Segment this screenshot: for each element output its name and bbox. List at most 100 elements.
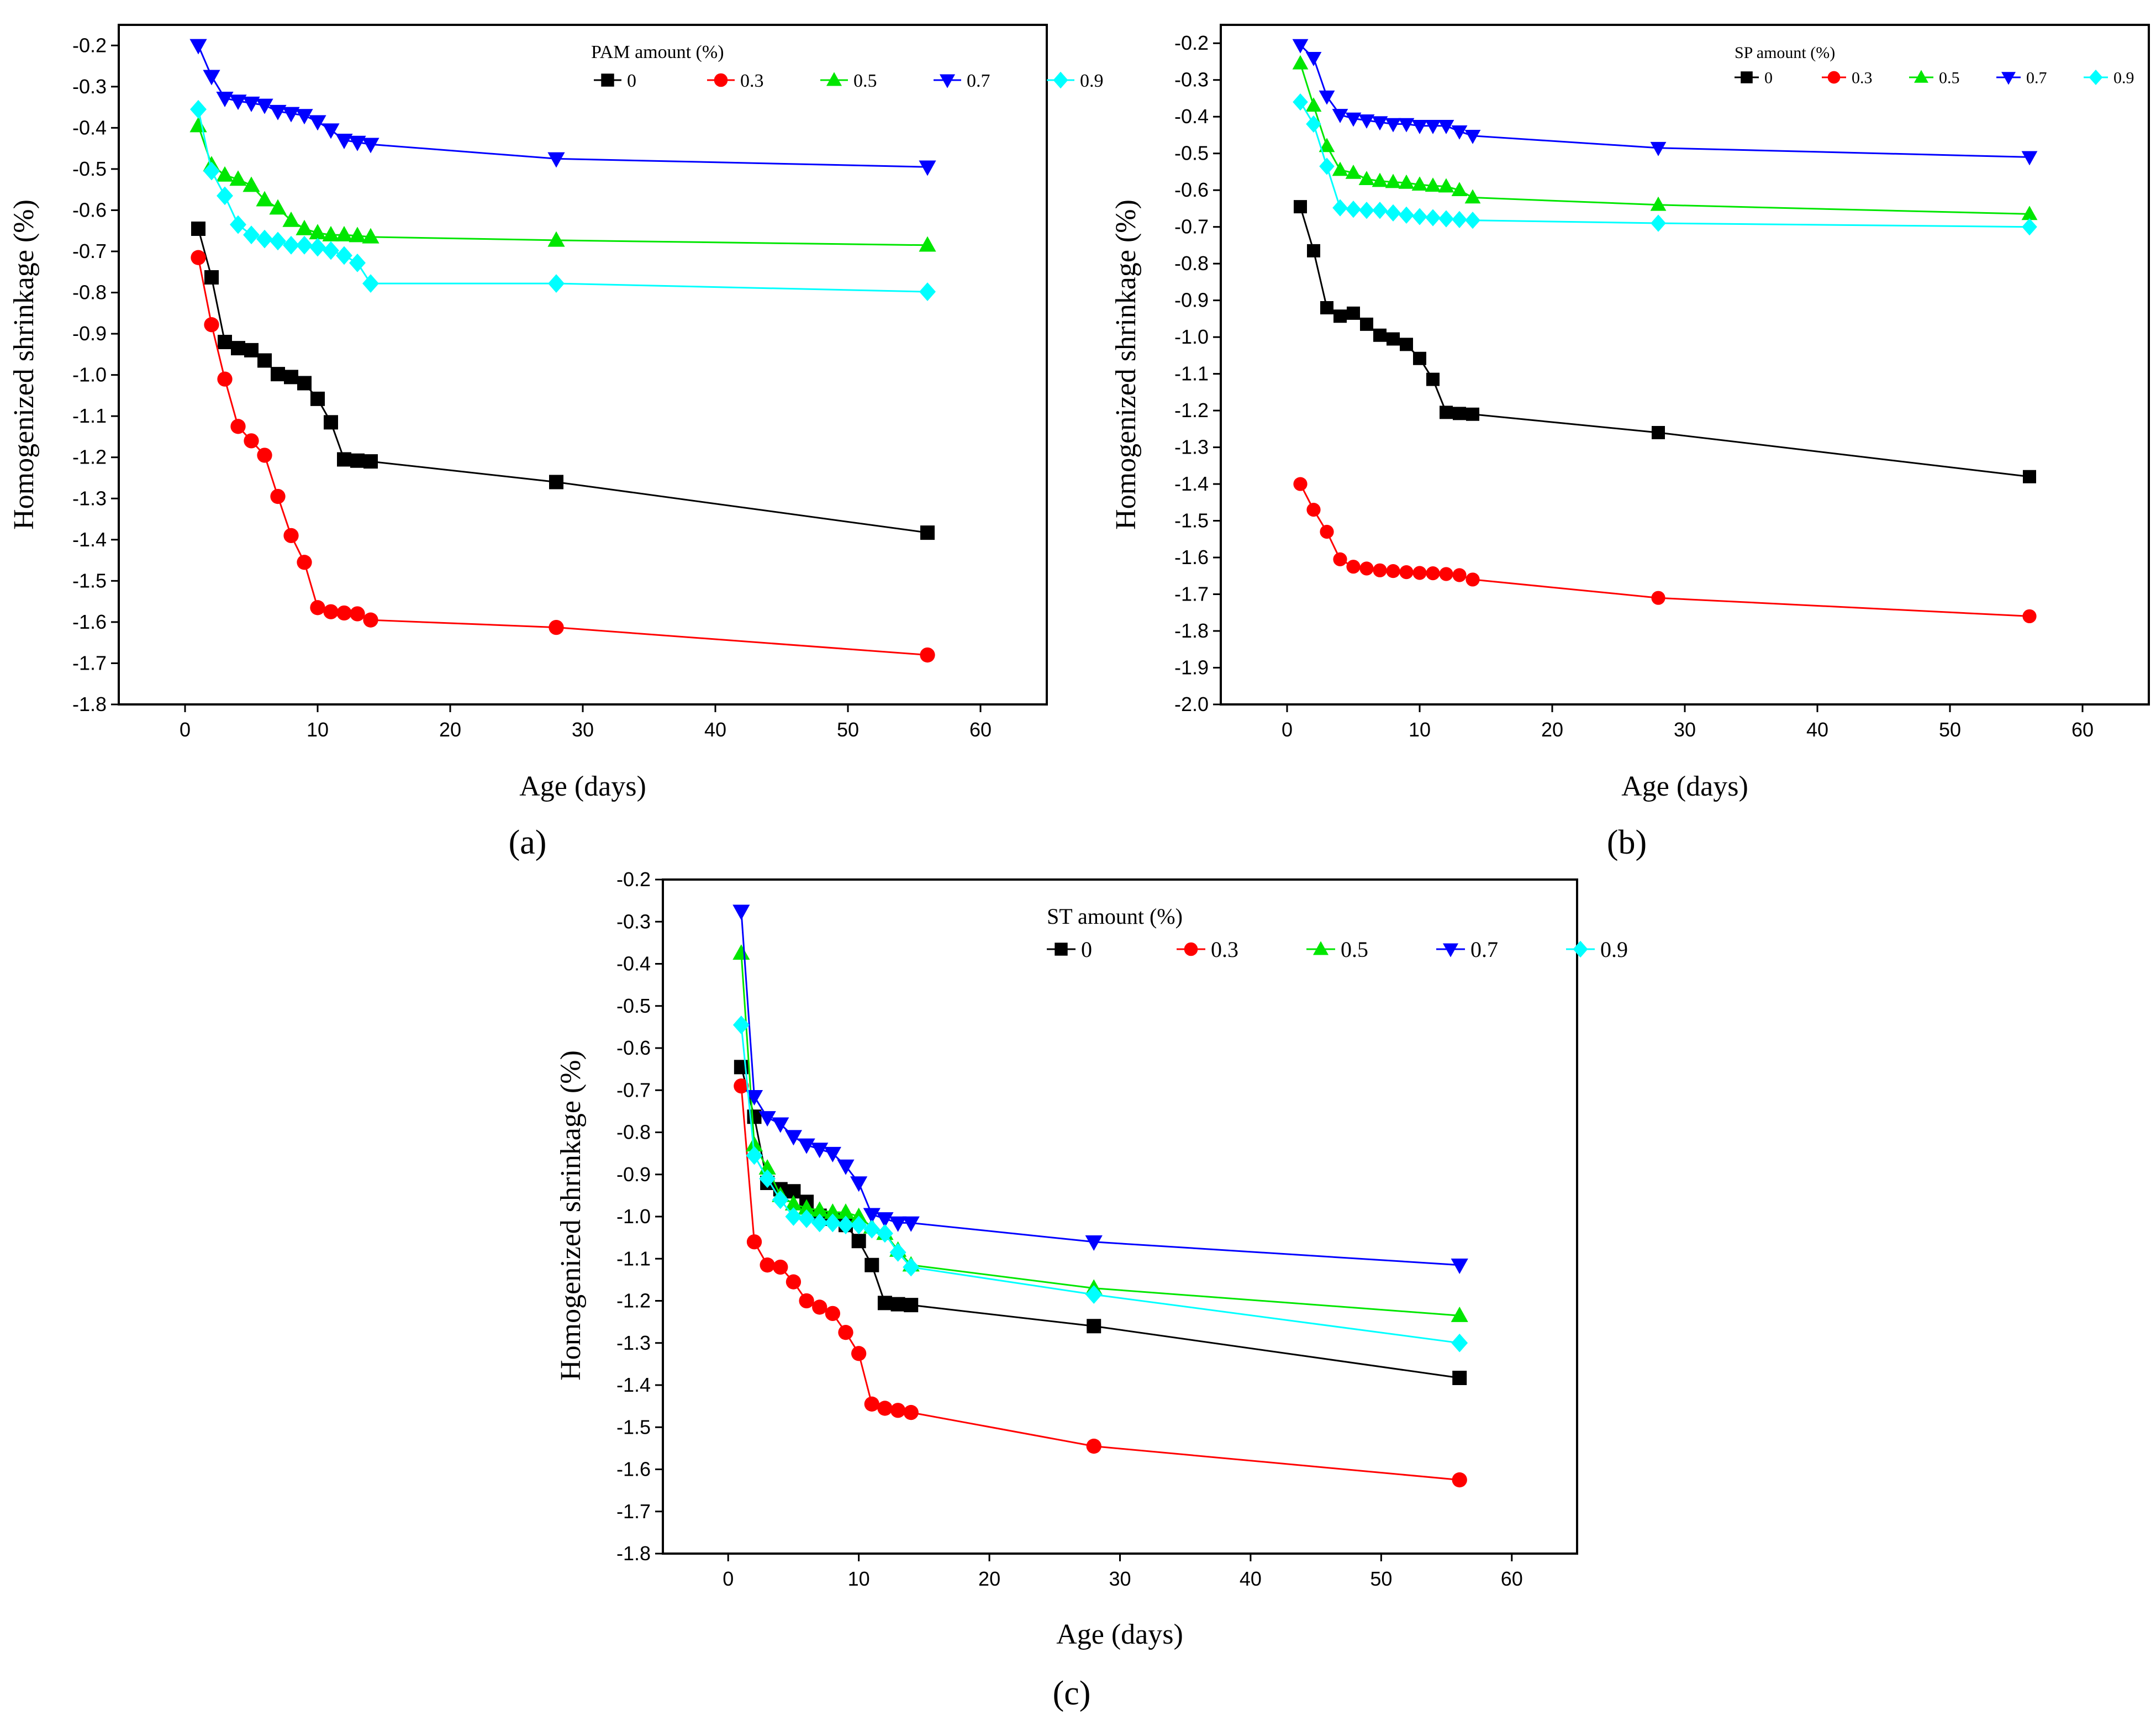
data-point — [257, 353, 272, 368]
data-point — [919, 236, 936, 252]
series-0-5 — [189, 117, 936, 252]
data-point — [1439, 567, 1453, 581]
data-point — [283, 528, 299, 544]
legend-title: ST amount (%) — [1047, 904, 1183, 929]
data-point — [850, 1207, 868, 1223]
data-point — [297, 376, 312, 391]
data-point — [2021, 151, 2038, 166]
data-point — [876, 1224, 893, 1243]
data-point — [772, 1190, 789, 1209]
legend-marker — [601, 73, 614, 87]
data-point — [851, 1234, 866, 1249]
legend-marker — [1914, 70, 1928, 83]
legend-label: 0.7 — [1470, 937, 1498, 962]
x-tick-label: 20 — [439, 718, 461, 741]
data-point — [919, 282, 936, 301]
x-tick-label: 0 — [723, 1567, 734, 1590]
x-axis-label: Age (days) — [1621, 771, 1748, 802]
data-point — [270, 488, 286, 504]
data-point — [203, 70, 220, 86]
data-point — [1387, 332, 1400, 346]
y-tick-label: -1.4 — [1174, 472, 1209, 495]
chart-panel-c: 0 10 20 30 40 50 60 -0.2-0.3-0.4-0.5-0.6-0.7-0… — [555, 868, 1628, 1712]
legend-marker — [826, 72, 842, 86]
data-point — [1412, 208, 1427, 225]
x-axis-label: Age (days) — [519, 771, 646, 802]
data-point — [919, 160, 936, 176]
data-point — [1372, 116, 1388, 131]
data-point — [1399, 565, 1414, 580]
data-point — [773, 1259, 788, 1275]
legend-item: 0.7 — [934, 71, 990, 91]
y-tick-label: -0.6 — [72, 198, 107, 221]
data-point — [230, 419, 246, 434]
y-tick-label: -1.3 — [1174, 436, 1209, 459]
legend-label: 0.9 — [1080, 71, 1104, 91]
data-point — [1385, 118, 1401, 133]
y-axis: -0.2 -0.3 -0.4 -0.5 -0.6 -0.7 -0.8 -0.9 -1.0 -1.1… — [72, 34, 119, 715]
x-tick-label: 50 — [1939, 718, 1961, 741]
x-tick-label: 30 — [1674, 718, 1696, 741]
data-point — [191, 250, 206, 265]
data-point — [1412, 566, 1427, 580]
data-point — [1360, 317, 1373, 331]
data-point — [1438, 178, 1454, 193]
data-point — [863, 1219, 881, 1239]
data-point — [1292, 55, 1309, 70]
y-tick-label: -1.5 — [72, 569, 107, 592]
data-point — [257, 448, 272, 463]
data-point — [1372, 172, 1388, 187]
y-tick-label: -0.2 — [72, 34, 107, 56]
data-point — [282, 211, 300, 227]
series-0-7 — [1292, 39, 2038, 166]
data-point — [1347, 306, 1360, 320]
data-point — [549, 475, 563, 490]
data-point — [812, 1299, 827, 1315]
data-point — [1438, 120, 1454, 134]
data-point — [1372, 202, 1388, 219]
data-point — [549, 619, 564, 635]
data-point — [270, 231, 286, 251]
data-point — [1359, 561, 1374, 576]
data-point — [760, 1257, 775, 1273]
y-tick-label: -0.2 — [616, 868, 651, 891]
data-point — [811, 1213, 828, 1233]
legend-item: 0.3 — [1177, 937, 1238, 962]
data-point — [837, 1203, 855, 1219]
data-point — [1438, 210, 1454, 228]
y-tick-label: -0.3 — [1174, 69, 1209, 91]
panel-label: (a) — [509, 824, 547, 861]
data-point — [2022, 609, 2037, 624]
data-point — [1086, 1438, 1101, 1454]
y-tick-label: -1.6 — [72, 610, 107, 633]
series-layer — [189, 39, 936, 663]
data-point — [243, 176, 260, 192]
data-point — [1373, 328, 1387, 342]
series-0 — [191, 222, 935, 540]
data-point — [734, 1078, 749, 1094]
data-point — [1319, 138, 1335, 152]
data-point — [309, 238, 326, 257]
x-tick-label: 10 — [1409, 718, 1431, 741]
panel-label: (b) — [1607, 824, 1647, 861]
y-tick-label: -1.5 — [1174, 509, 1209, 532]
legend-label: 0.9 — [1600, 937, 1628, 962]
data-point — [309, 115, 326, 131]
data-point — [349, 253, 366, 272]
data-point — [903, 1257, 920, 1277]
series-line — [197, 109, 928, 293]
data-point — [362, 138, 379, 154]
data-point — [1452, 210, 1467, 228]
legend-marker — [1827, 71, 1841, 84]
data-point — [271, 367, 285, 382]
data-point — [1466, 572, 1480, 587]
y-tick-label: -1.5 — [616, 1415, 651, 1438]
data-point — [1385, 204, 1401, 222]
data-point — [864, 1396, 879, 1412]
data-point — [1385, 173, 1401, 188]
legend-item: 0.9 — [2084, 69, 2134, 87]
x-tick-label: 50 — [837, 718, 859, 741]
x-tick-label: 0 — [1282, 718, 1293, 741]
data-point — [1651, 214, 1666, 232]
y-axis-label: Homogenized shrinkage (%) — [555, 1050, 587, 1381]
